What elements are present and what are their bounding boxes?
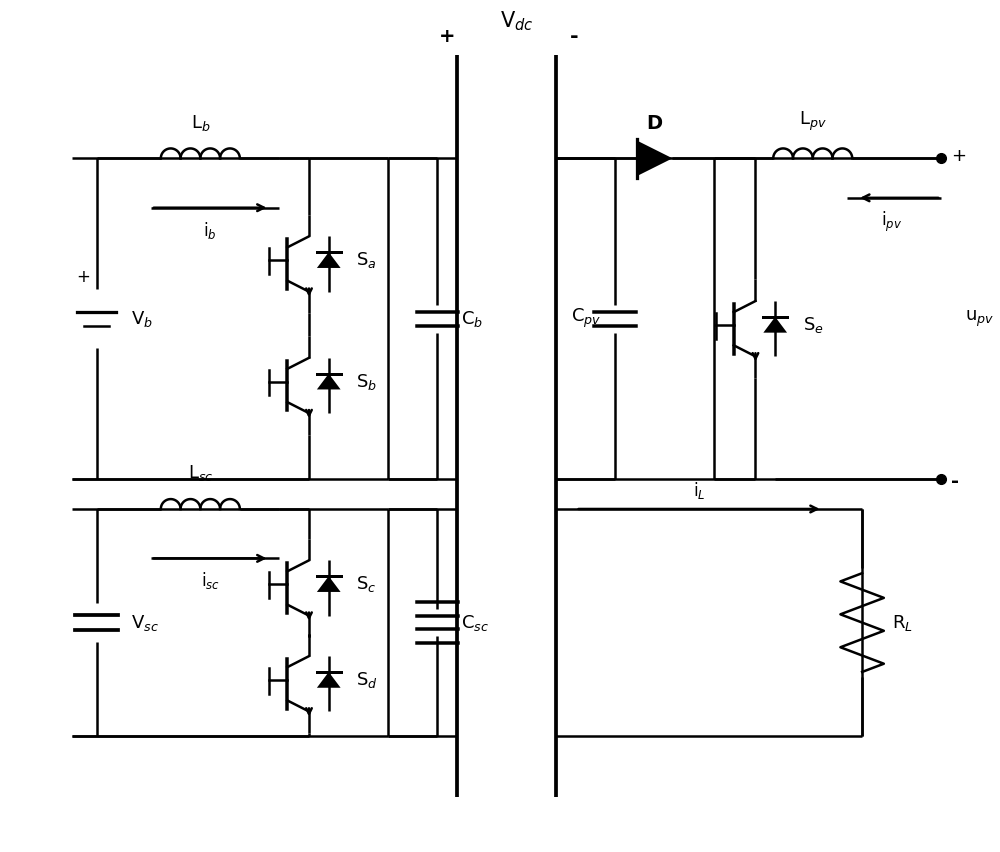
Text: S$_e$: S$_e$ bbox=[803, 314, 824, 335]
Text: V$_{dc}$: V$_{dc}$ bbox=[500, 9, 533, 33]
Text: S$_b$: S$_b$ bbox=[356, 371, 377, 392]
Text: u$_{pv}$: u$_{pv}$ bbox=[965, 308, 994, 329]
Text: i$_b$: i$_b$ bbox=[203, 220, 217, 240]
Text: i$_{pv}$: i$_{pv}$ bbox=[881, 210, 902, 234]
Text: S$_c$: S$_c$ bbox=[356, 574, 377, 594]
Text: R$_L$: R$_L$ bbox=[892, 613, 913, 632]
Text: L$_{pv}$: L$_{pv}$ bbox=[799, 109, 827, 133]
Text: V$_b$: V$_b$ bbox=[131, 308, 153, 329]
Text: -: - bbox=[951, 472, 959, 491]
Polygon shape bbox=[637, 141, 672, 176]
Polygon shape bbox=[317, 374, 341, 389]
Text: C$_{pv}$: C$_{pv}$ bbox=[571, 308, 601, 331]
Text: +: + bbox=[439, 27, 456, 46]
Text: +: + bbox=[951, 147, 966, 165]
Text: i$_{sc}$: i$_{sc}$ bbox=[201, 570, 220, 591]
Text: +: + bbox=[76, 268, 90, 286]
Polygon shape bbox=[763, 317, 787, 332]
Polygon shape bbox=[317, 252, 341, 268]
Text: S$_d$: S$_d$ bbox=[356, 670, 378, 690]
Polygon shape bbox=[317, 672, 341, 688]
Polygon shape bbox=[317, 576, 341, 592]
Text: S$_a$: S$_a$ bbox=[356, 250, 377, 270]
Text: V$_{sc}$: V$_{sc}$ bbox=[131, 613, 159, 632]
Text: i$_L$: i$_L$ bbox=[693, 480, 705, 501]
Text: L$_{sc}$: L$_{sc}$ bbox=[188, 463, 213, 483]
Text: -: - bbox=[569, 26, 578, 47]
Text: L$_b$: L$_b$ bbox=[191, 112, 210, 133]
Text: C$_{sc}$: C$_{sc}$ bbox=[461, 613, 489, 632]
Text: C$_b$: C$_b$ bbox=[461, 308, 483, 329]
Text: D: D bbox=[647, 113, 663, 133]
